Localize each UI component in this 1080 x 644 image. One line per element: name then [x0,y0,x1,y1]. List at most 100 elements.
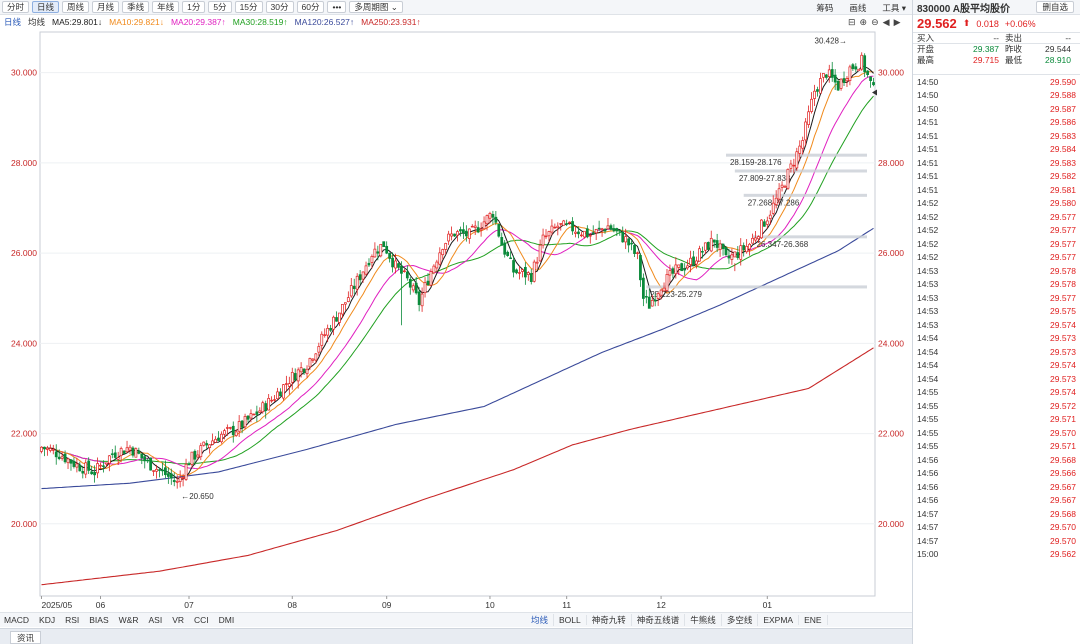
candle-body [535,261,539,264]
legend-period[interactable]: 日线 [4,17,22,27]
overlay-tab-0[interactable]: 均线 [526,613,555,626]
candle-body [367,262,371,266]
tick-price: 29.577 [1050,238,1076,249]
period-button-5[interactable]: 年线 [152,1,180,13]
indicator-tab-cci[interactable]: CCI [194,615,209,625]
period-button-8[interactable]: 15分 [234,1,263,13]
x-tick-label: 07 [184,600,194,610]
candle-body [358,274,362,281]
candle-body [780,184,784,188]
candle-body [715,240,719,248]
candle-body [438,252,442,265]
overlay-tab-7[interactable]: ENE [799,614,828,625]
candle-body [296,369,300,382]
indicator-tab-dmi[interactable]: DMI [218,615,235,625]
indicator-tab-wr[interactable]: W&R [118,615,139,625]
indicator-tab-vr[interactable]: VR [172,615,184,625]
overlay-tab-4[interactable]: 牛熊线 [685,613,722,626]
indicator-tab-rsi[interactable]: RSI [65,615,80,625]
period-button-10[interactable]: 60分 [296,1,325,13]
candle-body [816,89,819,92]
y-tick-label-right: 20.000 [878,519,904,529]
prev-icon[interactable]: ◀ [882,16,890,27]
period-button-0[interactable]: 分时 [2,1,30,13]
tick-price: 29.588 [1050,90,1076,101]
indicator-tab-bias[interactable]: BIAS [89,615,109,625]
candle-body [302,368,306,373]
tick-list[interactable]: 14:50 29.590 14:50 29.588 14:50 29.587 14:51 29… [913,74,1080,561]
candle-body [447,233,451,242]
tick-row: 14:56 29.566 [913,467,1080,481]
y-tick-label-left: 30.000 [11,68,37,78]
tool-button-2[interactable]: 工具 ▾ [882,2,906,13]
candle-body [252,413,256,416]
candle-body [435,261,439,269]
tick-price: 29.571 [1050,414,1076,425]
tick-time: 15:00 [917,549,939,560]
period-button-7[interactable]: 5分 [208,1,232,13]
tick-price: 29.562 [1050,549,1076,560]
tick-row: 14:52 29.577 [913,237,1080,251]
indicator-tab-asi[interactable]: ASI [148,615,163,625]
candle-body [671,268,675,274]
period-button-3[interactable]: 月线 [92,1,120,13]
news-tab[interactable]: 资讯 [10,631,42,644]
y-tick-label-right: 24.000 [878,338,904,348]
candle-body [866,70,870,75]
candle-body [813,90,816,99]
period-button-11[interactable]: ••• [327,1,347,13]
candle-body [789,163,793,169]
zoom-out-icon[interactable]: ⊖ [871,16,879,27]
period-button-2[interactable]: 周线 [62,1,90,13]
indicator-tab-kdj[interactable]: KDJ [39,615,56,625]
candle-body [603,229,607,232]
stock-code-name: 830000 A股平均股价 [917,3,1010,15]
tick-price: 29.572 [1050,400,1076,411]
tick-price: 29.577 [1050,252,1076,263]
legend-avg[interactable]: 均线 [28,17,46,27]
next-icon[interactable]: ▶ [893,16,901,27]
tick-row: 14:55 29.571 [913,413,1080,427]
candle-body [509,257,512,260]
candle-body [819,78,822,94]
candle-body [246,415,250,420]
overlay-tab-5[interactable]: 多空线 [722,613,759,626]
candle-body [205,443,209,446]
overlay-tab-6[interactable]: EXPMA [758,614,800,625]
quote-line: 29.562 ⬆ 0.018 +0.06% [913,15,1080,32]
open-value: 29.387 [973,44,999,54]
period-button-9[interactable]: 30分 [265,1,294,13]
layout-icon[interactable]: ⊟ [848,16,856,27]
candle-body [417,291,421,306]
candle-body [270,399,273,402]
period-button-4[interactable]: 季线 [122,1,150,13]
indicator-tab-macd[interactable]: MACD [4,615,30,625]
period-button-1[interactable]: 日线 [32,1,60,13]
period-button-6[interactable]: 1分 [182,1,206,13]
sell-label: 卖出 [1005,33,1023,43]
tick-time: 14:51 [917,144,939,155]
candle-body [429,271,433,286]
remove-watchlist-button[interactable]: 删自选 [1036,1,1074,13]
candle-body [234,431,238,436]
candle-body [40,446,43,452]
candle-body [116,457,120,460]
tick-time: 14:52 [917,252,939,263]
candlestick-chart[interactable]: 30.000 30.000 28.000 28.000 26.000 26.000 24.0… [0,28,912,612]
zoom-in-icon[interactable]: ⊕ [859,16,868,27]
period-button-12[interactable]: 多周期图 ⌄ [349,1,403,13]
candle-body [653,299,657,302]
tool-button-1[interactable]: 画线 [849,2,867,13]
price-change: 0.018 [976,18,999,29]
legend-ma20: MA20:29.387↑ [170,17,226,27]
overlay-tab-3[interactable]: 神奇五线谱 [632,613,686,626]
tick-row: 14:56 29.568 [913,453,1080,467]
candle-body [137,450,141,454]
overlay-tab-2[interactable]: 神奇九转 [587,613,632,626]
overlay-tab-1[interactable]: BOLL [554,614,587,625]
tool-button-0[interactable]: 筹码 [816,2,834,13]
open-label: 开盘 [917,44,935,54]
tick-row: 14:57 29.570 [913,521,1080,535]
tick-price: 29.586 [1050,117,1076,128]
